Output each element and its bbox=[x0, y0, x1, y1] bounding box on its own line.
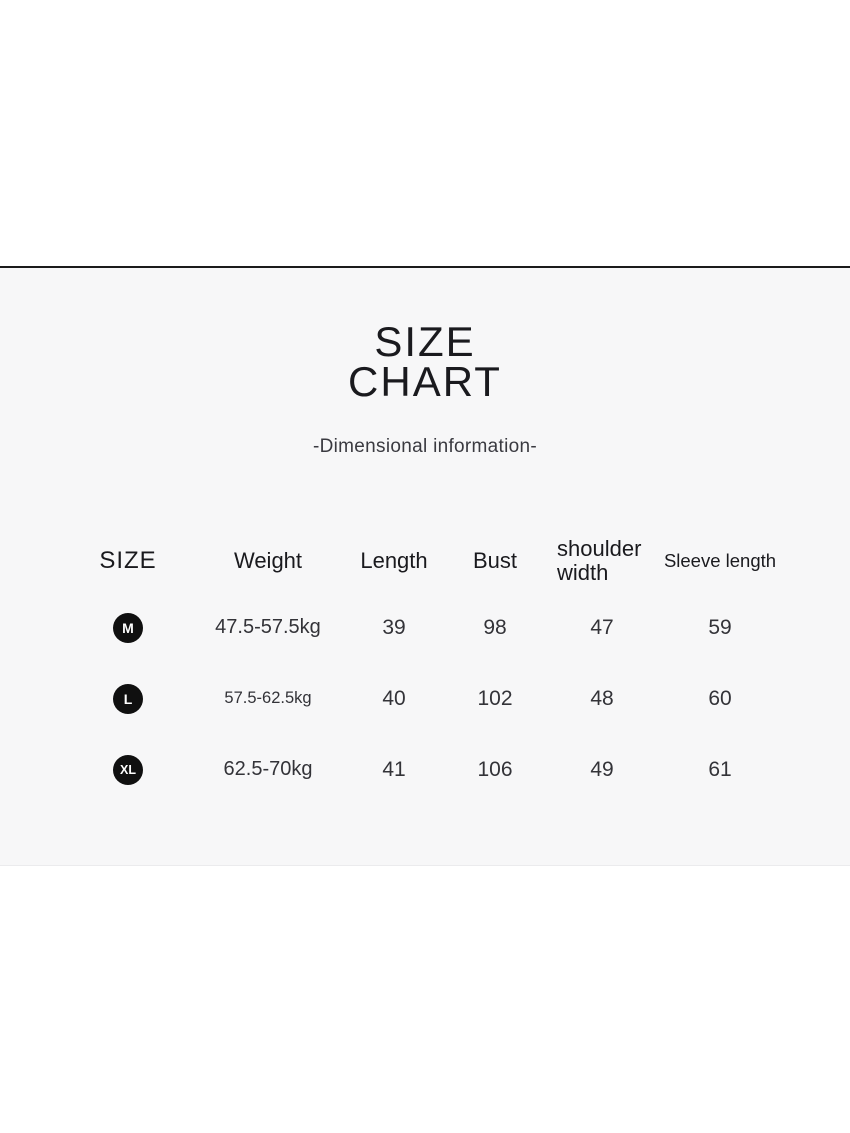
weight-value: 47.5-57.5kg bbox=[215, 616, 321, 638]
size-badge-l: L bbox=[113, 683, 143, 714]
weight-value: 57.5-62.5kg bbox=[224, 689, 312, 707]
length-value: 41 bbox=[382, 757, 406, 781]
bust-value: 98 bbox=[483, 615, 507, 639]
table-row-l: L 57.5-62.5kg 40 102 48 60 bbox=[65, 663, 783, 734]
header-sleeve-length: Sleeve length bbox=[663, 550, 777, 571]
length-value: 40 bbox=[382, 686, 406, 710]
bust-value: 102 bbox=[477, 686, 513, 710]
size-badge-xl: XL bbox=[113, 754, 143, 785]
size-badge-m: M bbox=[113, 612, 143, 643]
bust-value: 106 bbox=[477, 757, 513, 781]
shoulder-width-value: 49 bbox=[590, 757, 614, 781]
sleeve-length-value: 61 bbox=[708, 757, 732, 781]
table-row-xl: XL 62.5-70kg 41 106 49 61 bbox=[65, 734, 783, 805]
header-length: Length bbox=[360, 548, 428, 573]
length-value: 39 bbox=[382, 615, 406, 639]
weight-value: 62.5-70kg bbox=[223, 758, 313, 780]
title-line-1: SIZE bbox=[374, 318, 476, 365]
size-badge-cell: M bbox=[65, 612, 191, 643]
header-bust: Bust bbox=[472, 548, 518, 573]
sleeve-length-value: 59 bbox=[708, 615, 732, 639]
size-table: SIZE Weight Length Bust shoulder width S… bbox=[65, 530, 783, 805]
header-weight: Weight bbox=[233, 548, 303, 573]
size-badge-cell: XL bbox=[65, 754, 191, 785]
subtitle: -Dimensional information- bbox=[313, 436, 537, 457]
header-size: SIZE bbox=[99, 547, 157, 574]
shoulder-width-value: 47 bbox=[590, 615, 614, 639]
title-line-2: CHART bbox=[348, 358, 502, 405]
shoulder-width-value: 48 bbox=[590, 686, 614, 710]
top-divider-line bbox=[0, 266, 850, 268]
page-title: SIZE CHART bbox=[0, 268, 850, 405]
size-chart-panel: SIZE CHART -Dimensional information- SIZ… bbox=[0, 268, 850, 866]
top-whitespace bbox=[0, 0, 850, 266]
size-badge-cell: L bbox=[65, 683, 191, 714]
table-header-row: SIZE Weight Length Bust shoulder width S… bbox=[65, 530, 783, 592]
header-shoulder-width: shoulder width bbox=[557, 536, 642, 585]
table-row-m: M 47.5-57.5kg 39 98 47 59 bbox=[65, 592, 783, 663]
sleeve-length-value: 60 bbox=[708, 686, 732, 710]
